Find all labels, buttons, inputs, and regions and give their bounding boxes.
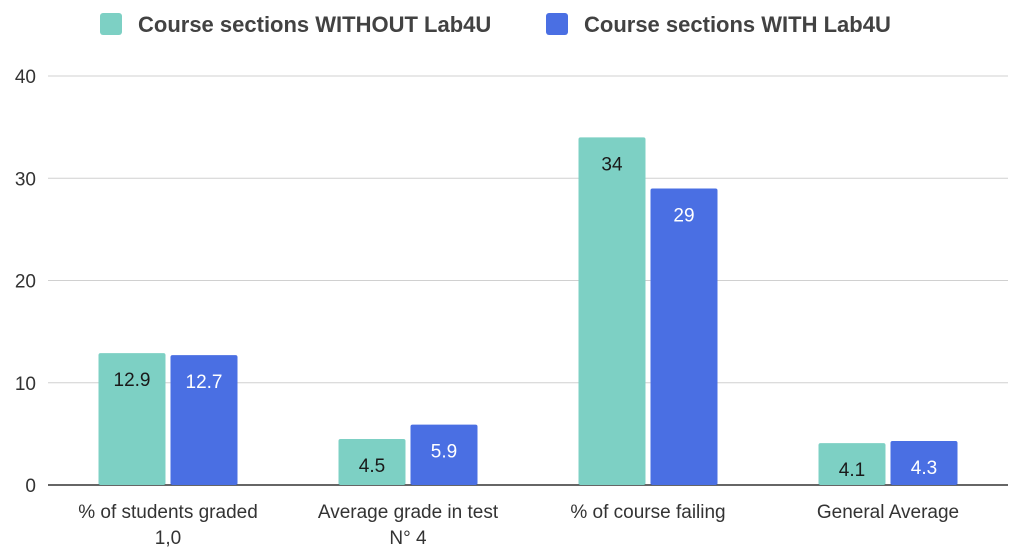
data-label: 12.9 — [114, 370, 151, 391]
y-tick-label: 0 — [25, 476, 36, 497]
bars — [98, 137, 958, 485]
legend: Course sections WITHOUT Lab4U Course sect… — [100, 12, 891, 37]
data-label: 29 — [673, 205, 694, 226]
bar — [890, 441, 958, 485]
y-tick-label: 20 — [15, 272, 36, 293]
legend-item-2: Course sections WITH Lab4U — [546, 12, 891, 37]
data-labels: 12.9 12.7 4.5 5.9 34 29 4.1 4.3 — [114, 154, 938, 481]
legend-label: Course sections WITH Lab4U — [584, 12, 891, 37]
data-label: 34 — [601, 154, 623, 175]
data-label: 4.5 — [359, 456, 385, 477]
y-axis: 0 10 20 30 40 — [15, 67, 36, 497]
data-label: 12.7 — [186, 372, 223, 393]
bar — [170, 355, 238, 485]
data-label: 5.9 — [431, 442, 457, 463]
x-category-line: General Average — [817, 502, 959, 523]
y-tick-label: 40 — [15, 67, 36, 88]
y-tick-label: 10 — [15, 374, 36, 395]
bar — [650, 188, 718, 485]
x-axis: % of students graded 1,0 Average grade in … — [78, 502, 959, 549]
x-category-line: % of students graded — [78, 502, 258, 523]
legend-swatch — [546, 13, 568, 35]
bar — [818, 443, 886, 485]
x-category-line: % of course failing — [570, 502, 725, 523]
x-category-label: Average grade in test N° 4 — [318, 502, 499, 549]
x-category-label: % of students graded 1,0 — [78, 502, 258, 549]
bar — [578, 137, 646, 485]
legend-item-1: Course sections WITHOUT Lab4U — [100, 12, 491, 37]
data-label: 4.3 — [911, 458, 937, 479]
legend-label: Course sections WITHOUT Lab4U — [138, 12, 491, 37]
bar — [98, 353, 166, 485]
x-category-label: % of course failing — [570, 502, 725, 523]
data-label: 4.1 — [839, 460, 865, 481]
x-category-line: N° 4 — [389, 528, 427, 549]
legend-swatch — [100, 13, 122, 35]
x-category-line: Average grade in test — [318, 502, 499, 523]
x-category-line: 1,0 — [155, 528, 181, 549]
bar — [410, 424, 478, 485]
bar — [338, 438, 406, 485]
y-tick-label: 30 — [15, 169, 36, 190]
x-category-label: General Average — [817, 502, 959, 523]
